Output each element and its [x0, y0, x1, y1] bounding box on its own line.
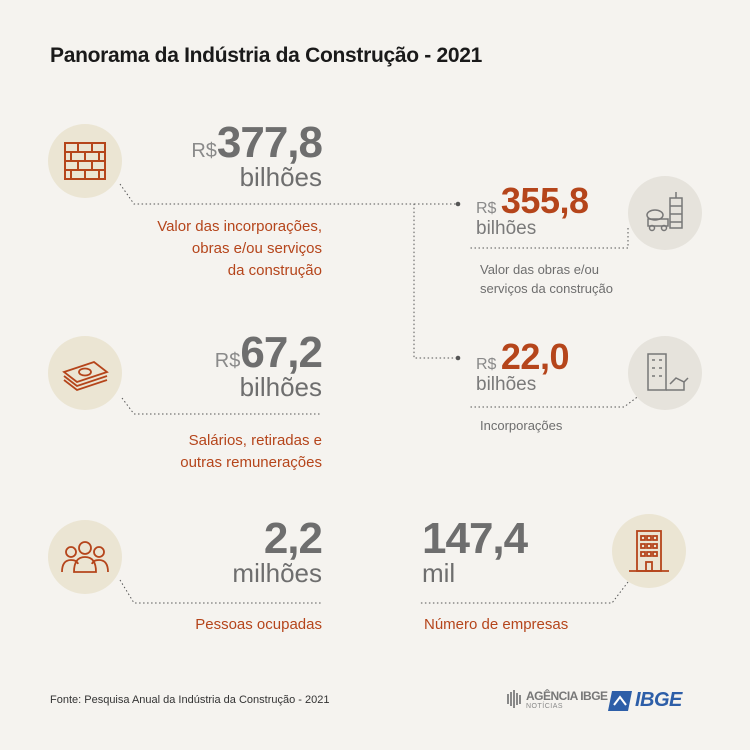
value-67-2: 67,2 [240, 328, 323, 377]
desc-salarios: Salários, retiradas e outras remuneraçõe… [180, 432, 322, 471]
money-stack-icon-circle [48, 336, 122, 410]
value-block-obras-servicos: R$ 355,8 bilhões [476, 180, 589, 240]
value-block-salarios: R$67,2 bilhões [172, 328, 323, 403]
value-22-0: 22,0 [500, 336, 570, 377]
desc-incorporacoes-obras: Valor das incorporações, obras e/ou serv… [157, 218, 322, 279]
value-355-8: 355,8 [500, 180, 589, 221]
desc-empresas: Número de empresas [424, 616, 569, 633]
ibge-logo-icon [608, 691, 632, 711]
unit-label: bilhões [476, 218, 537, 239]
construction-site-icon-circle [628, 176, 702, 250]
unit-label: bilhões [476, 374, 537, 395]
currency-label: R$ [476, 356, 497, 373]
unit-label: milhões [232, 558, 322, 588]
unit-label: mil [422, 558, 456, 588]
agencia-logo-icon [507, 690, 521, 708]
currency-label: R$ [214, 350, 241, 372]
currency-label: R$ [476, 200, 497, 217]
value-2-2: 2,2 [263, 514, 323, 563]
bricks-icon [64, 142, 106, 180]
ibge-logo-text: IBGE [635, 689, 682, 711]
bricks-icon-circle [48, 124, 122, 198]
ibge-logo: IBGE [608, 688, 708, 714]
agencia-logo-text: AGÊNCIA IBGE [526, 689, 608, 703]
unit-label: bilhões [239, 162, 322, 192]
unit-label: bilhões [239, 372, 322, 402]
construction-site-icon [646, 192, 683, 232]
value-377-8: 377,8 [216, 118, 323, 167]
desc-obras-servicos: Valor das obras e/ou serviços da constru… [480, 262, 613, 296]
value-block-empresas: 147,4 mil [422, 514, 582, 589]
desc-incorporacoes: Incorporações [480, 418, 563, 433]
agencia-ibge-logo: AGÊNCIA IBGE NOTÍCIAS [506, 688, 608, 714]
office-building-icon [629, 530, 669, 572]
building-crane-icon [647, 353, 689, 391]
desc-pessoas: Pessoas ocupadas [195, 616, 322, 633]
people-icon-circle [48, 520, 122, 594]
office-building-icon-circle [612, 514, 686, 588]
money-stack-icon [62, 360, 109, 392]
agencia-logo-subtext: NOTÍCIAS [526, 703, 564, 710]
value-block-incorporacoes-obras: R$377,8 bilhões [172, 118, 323, 193]
source-note: Fonte: Pesquisa Anual da Indústria da Co… [50, 694, 330, 706]
value-block-pessoas: 2,2 milhões [172, 514, 323, 589]
building-crane-icon-circle [628, 336, 702, 410]
currency-label: R$ [191, 140, 217, 162]
value-147-4: 147,4 [422, 514, 528, 563]
page-title: Panorama da Indústria da Construção - 20… [50, 44, 483, 67]
value-block-incorporacoes: R$ 22,0 bilhões [476, 336, 569, 396]
people-icon [61, 541, 109, 573]
